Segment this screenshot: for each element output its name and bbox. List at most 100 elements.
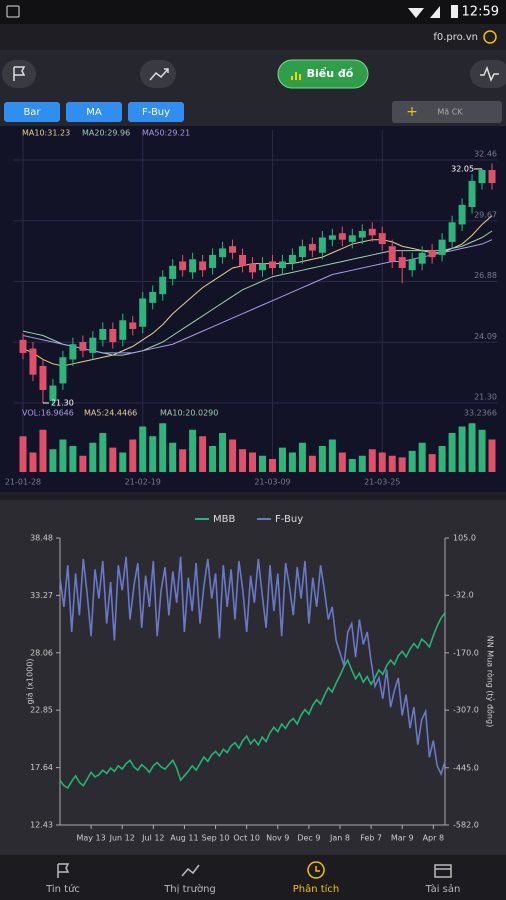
candle-body	[199, 261, 207, 271]
tab-button[interactable]	[66, 102, 122, 122]
line-panel	[0, 500, 506, 855]
nav-icon	[307, 861, 325, 879]
candle-body	[458, 204, 466, 225]
candle-body	[169, 265, 177, 279]
volume-bar	[448, 433, 456, 472]
volume-bar	[458, 426, 466, 472]
volume-bar	[388, 455, 396, 472]
volume-bar	[438, 446, 446, 472]
nav-items: Tin tức Thị trường Phân tích Tài sản	[45, 861, 461, 895]
tab-button[interactable]	[128, 102, 184, 122]
nav-label[interactable]: Thị trường	[163, 883, 216, 895]
x-tick-label: Apr 8	[423, 834, 444, 843]
trend-icon	[149, 68, 169, 81]
volume-bar	[109, 447, 117, 472]
candle-body	[468, 180, 476, 208]
series-line	[59, 556, 446, 777]
candle-body	[219, 248, 227, 258]
volume-bar	[478, 429, 486, 472]
y-tick-label: 12.43	[30, 821, 53, 830]
volume-bar	[468, 423, 476, 472]
pulse-button[interactable]	[470, 60, 506, 88]
volume-bar	[358, 455, 366, 472]
y2-tick-label: -582.0	[453, 821, 479, 830]
y-tick-label: 26.88	[474, 271, 497, 280]
candle-body	[239, 254, 247, 266]
x-tick-label: Dec 9	[297, 834, 320, 843]
y2-tick-label: -170.0	[453, 648, 479, 657]
x-tick-label: 21-02-19	[125, 478, 161, 487]
volume-bar	[189, 429, 197, 472]
candle-body	[179, 261, 187, 271]
candle-body	[398, 257, 406, 268]
candle-body	[99, 328, 107, 340]
x-tick-label: Oct 10	[233, 834, 260, 843]
ma-label: MA10:31.23	[22, 129, 70, 138]
ma-line	[22, 239, 493, 354]
tab-label: Bar	[23, 107, 41, 118]
candle-body	[29, 348, 37, 375]
user-icon[interactable]	[483, 30, 497, 44]
y-tick-label: 38.48	[30, 534, 53, 543]
nav-icon	[434, 864, 452, 878]
axis-frame	[59, 538, 446, 826]
volume-bar	[139, 426, 147, 472]
nav-label[interactable]: Tin tức	[45, 883, 80, 895]
candle-body	[19, 339, 27, 353]
volume-bar	[179, 449, 187, 472]
volume-bar	[49, 449, 57, 472]
candle-body	[388, 246, 396, 262]
tab-button[interactable]	[4, 102, 60, 122]
status-time: 12:59	[462, 5, 499, 20]
volume-tick-label: 33.2366	[464, 409, 497, 418]
search-box[interactable]	[392, 101, 502, 123]
y2-tick-label: -445.0	[453, 763, 479, 772]
candle-body	[438, 239, 446, 255]
candle-body	[418, 252, 426, 264]
candle-body	[229, 246, 237, 253]
candle-body	[428, 250, 436, 258]
y2-tick-label: -307.0	[453, 706, 479, 715]
candle-body	[89, 337, 97, 353]
tab-row: Bar MA F-Buy	[4, 102, 184, 122]
candle-body	[328, 235, 336, 240]
y-tick-label: 33.27	[30, 591, 53, 600]
volume-bar	[69, 446, 77, 472]
tab-label: F-Buy	[142, 107, 170, 118]
candle-body	[189, 259, 197, 273]
candle-body	[368, 228, 376, 236]
candle-body	[79, 342, 87, 351]
candle-body	[59, 357, 67, 384]
nav-bar	[0, 855, 506, 900]
candle-body	[408, 259, 416, 271]
x-tick-label: Jul 12	[141, 834, 164, 843]
volume-bar	[398, 457, 406, 472]
volume-bar	[268, 459, 276, 472]
volume-bar	[169, 442, 177, 472]
nav-label[interactable]: Tài sản	[425, 883, 461, 895]
chart-icon	[291, 72, 301, 80]
volume-label: MA5:24.4466	[84, 409, 137, 418]
y2-axis-title: NN Mua ròng (tỷ đồng)	[486, 636, 496, 727]
y2-tick-label: -32.0	[453, 591, 474, 600]
volume-bar	[278, 447, 286, 472]
x-tick-label: 21-01-28	[5, 478, 41, 487]
volume-bar	[418, 442, 426, 472]
volume-bar	[99, 433, 107, 472]
x-tick-label: Aug 11	[170, 834, 198, 843]
y-tick-label: 17.64	[30, 763, 53, 772]
nav-label[interactable]: Phân tích	[293, 883, 340, 895]
status-bar	[0, 0, 506, 24]
flag-button[interactable]	[2, 60, 36, 88]
volume-bar	[229, 439, 237, 472]
volume-bar	[428, 454, 436, 472]
y-axis-title: giá (x1000)	[26, 658, 35, 704]
flag-icon	[13, 66, 26, 81]
y-tick-label: 24.09	[474, 332, 497, 341]
volume-label: VOL:16.9646	[22, 409, 74, 418]
chart-button[interactable]	[277, 59, 369, 89]
volume-bar	[368, 449, 376, 472]
y-tick-label: 32.46	[474, 150, 497, 159]
